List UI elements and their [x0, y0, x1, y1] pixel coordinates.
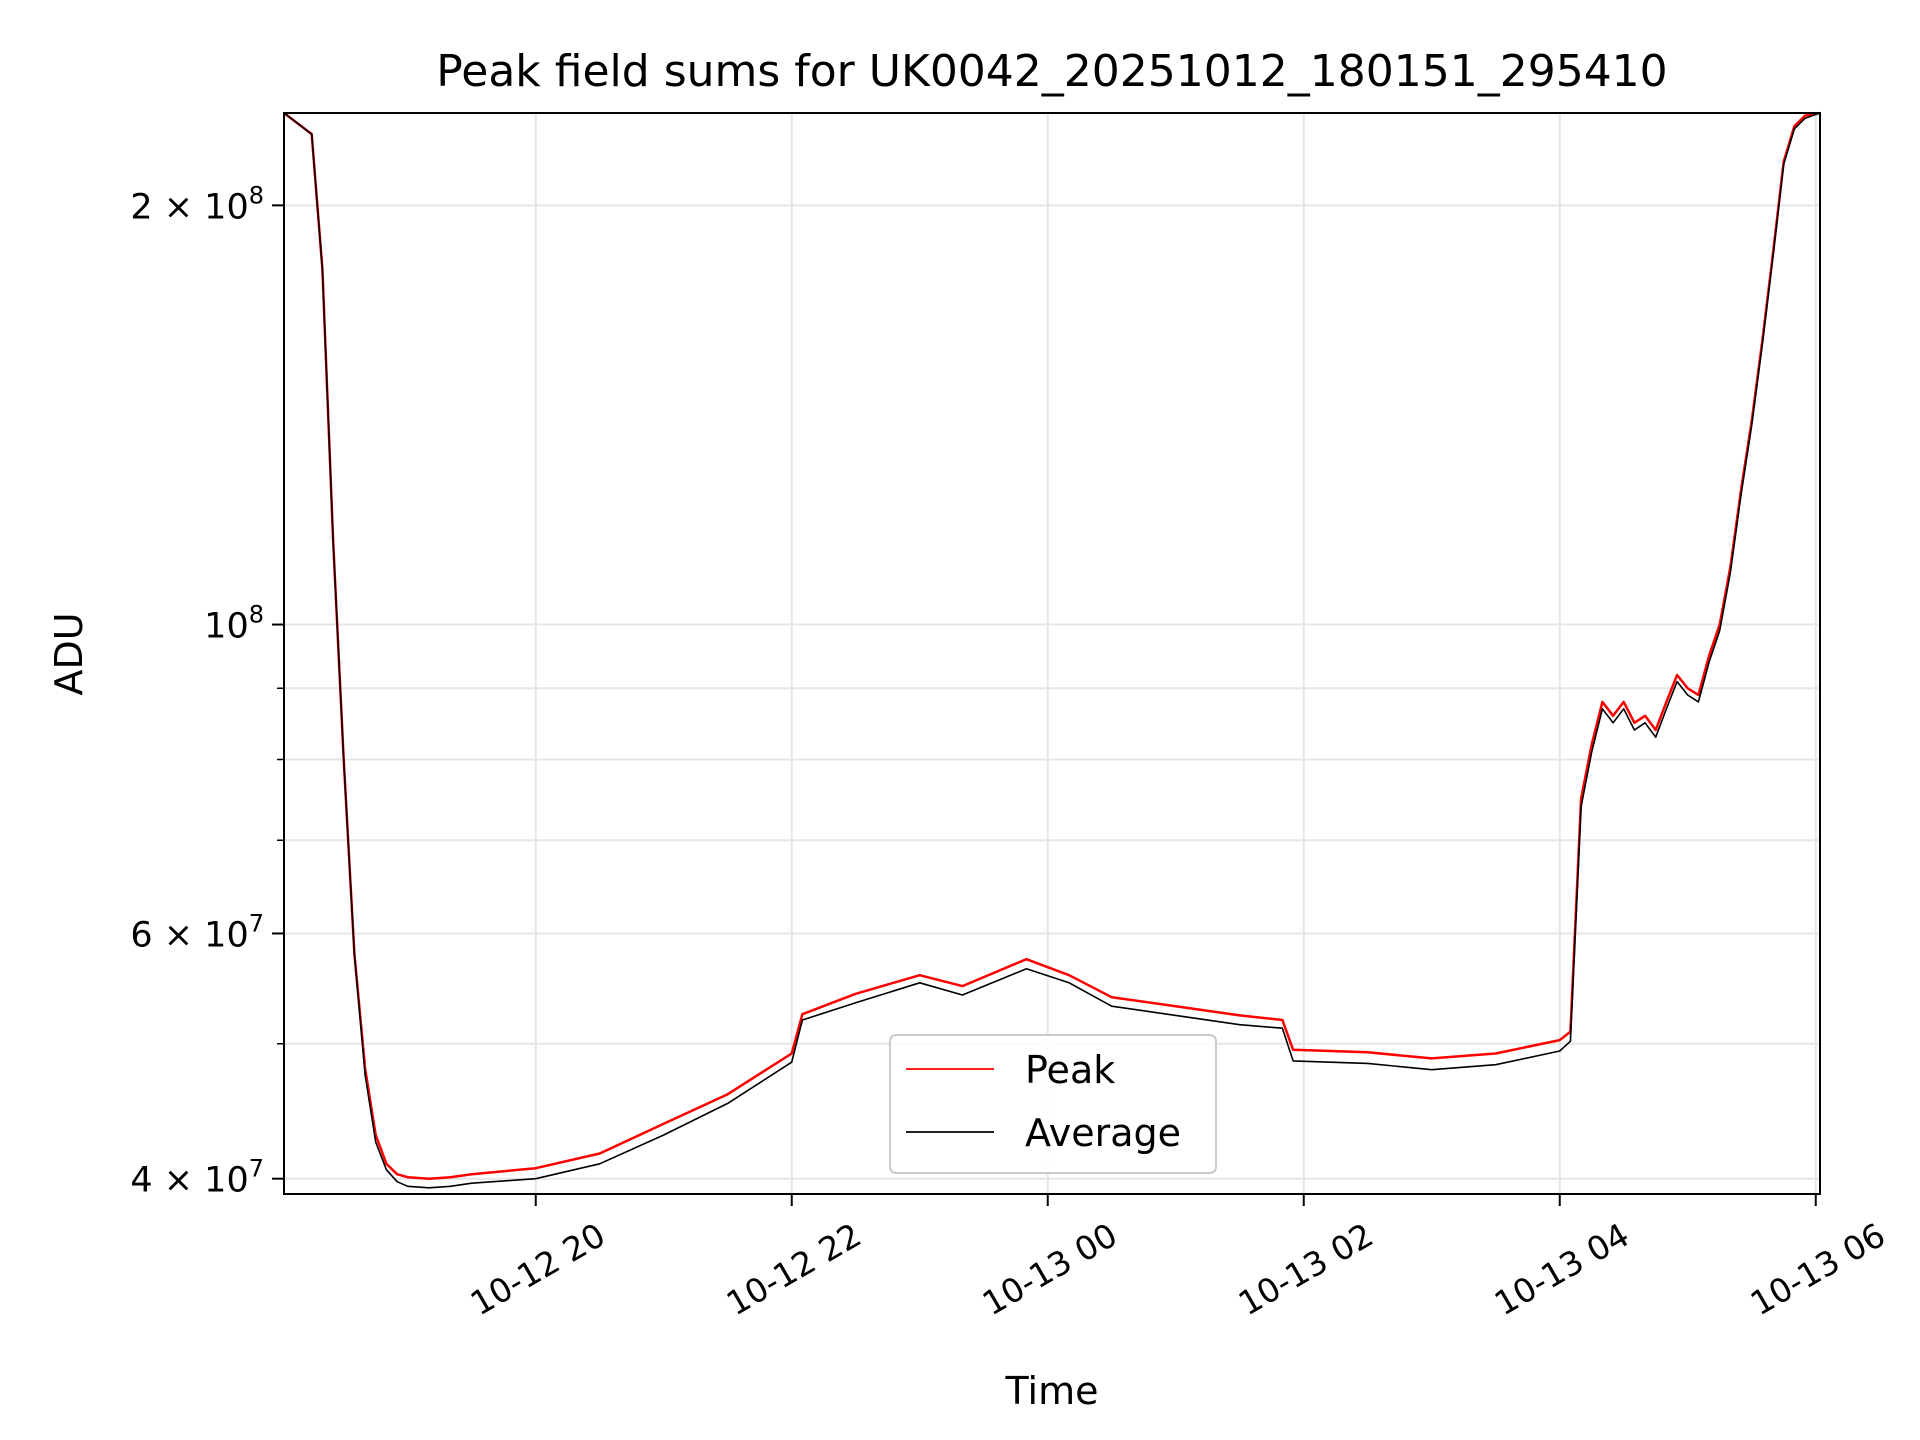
- x-tick-label: 10-13 02: [1232, 1215, 1380, 1323]
- series-line-average: [283, 112, 1821, 1189]
- y-tick-label: 108: [204, 601, 264, 647]
- x-tick-label: 10-12 22: [720, 1215, 868, 1323]
- x-tick-label: 10-13 06: [1744, 1215, 1892, 1323]
- plot-series: [283, 111, 1821, 1189]
- y-tick-label: 6 × 107: [130, 909, 264, 955]
- plot-frame: [283, 112, 1821, 1195]
- legend-label-peak: Peak: [1025, 1048, 1115, 1092]
- x-tick-label: 10-13 04: [1488, 1215, 1636, 1323]
- y-tick-label: 2 × 108: [130, 181, 264, 227]
- grid: [284, 113, 1820, 1194]
- y-axis-label: ADU: [47, 612, 91, 695]
- series-line-peak: [283, 111, 1821, 1180]
- legend-label-average: Average: [1025, 1111, 1181, 1155]
- x-tick-label: 10-13 00: [976, 1215, 1124, 1323]
- chart-title: Peak field sums for UK0042_20251012_1801…: [436, 46, 1667, 97]
- legend: Peak Average: [889, 1034, 1217, 1174]
- y-tick-label: 4 × 107: [130, 1155, 264, 1201]
- x-axis-label: Time: [1005, 1369, 1099, 1413]
- x-tick-label: 10-12 20: [464, 1215, 612, 1323]
